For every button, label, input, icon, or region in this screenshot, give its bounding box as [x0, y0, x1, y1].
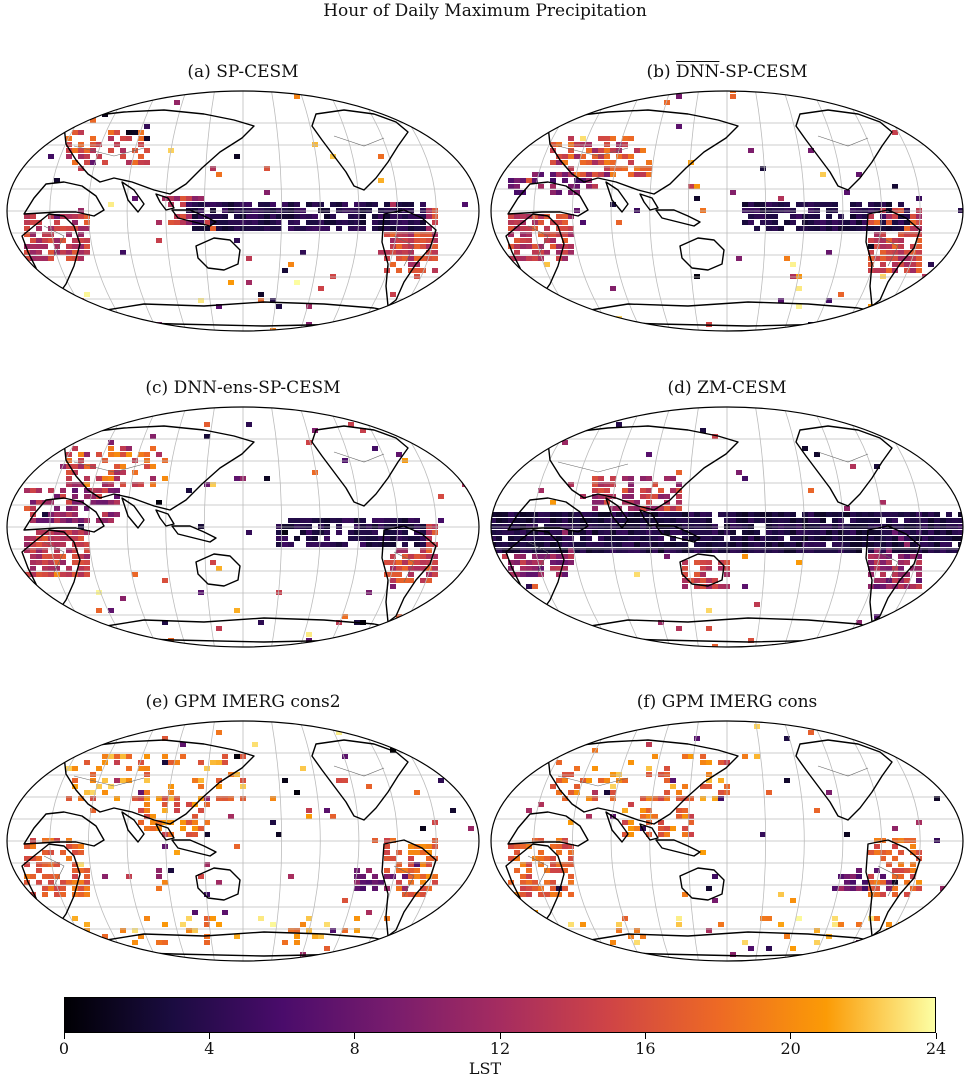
panel-label-d: (d)	[667, 378, 698, 398]
colorbar-tick-label: 20	[780, 1039, 801, 1058]
colorbar-tick-label: 0	[58, 1039, 70, 1058]
robinson-map-b	[490, 90, 964, 332]
colorbar-tick	[499, 1033, 501, 1039]
colorbar-tick	[790, 1033, 792, 1039]
panel-title-e: (e) GPM IMERG cons2	[145, 692, 341, 712]
panel-title-d: (d) ZM-CESM	[667, 378, 787, 398]
robinson-map-e	[6, 720, 480, 962]
figure-title: Hour of Daily Maximum Precipitation	[323, 1, 647, 21]
panel-label-f: (f)	[636, 692, 662, 712]
colorbar	[64, 997, 936, 1033]
colorbar-tick	[63, 1033, 65, 1039]
panel-label-e: (e)	[145, 692, 175, 712]
colorbar-tick	[354, 1033, 356, 1039]
panel-overline-dnn: DNN	[676, 62, 720, 82]
colorbar-tick-label: 16	[635, 1039, 656, 1058]
colorbar-label: LST	[468, 1059, 502, 1078]
colorbar-tick-label: 8	[349, 1039, 360, 1058]
panel-title-f: (f) GPM IMERG cons	[636, 692, 818, 712]
robinson-map-a	[6, 90, 480, 332]
panel-label-c: (c)	[145, 378, 174, 398]
panel-label-a: (a)	[187, 62, 217, 82]
colorbar-tick	[935, 1033, 937, 1039]
panel-label-b: (b)	[646, 62, 677, 82]
panel-title-c: (c) DNN-ens-SP-CESM	[145, 378, 341, 398]
panel-title-a: (a) SP-CESM	[187, 62, 299, 82]
robinson-map-d	[490, 406, 964, 648]
robinson-map-f	[490, 720, 964, 962]
colorbar-tick-label: 12	[489, 1039, 511, 1058]
colorbar-tick-label: 4	[204, 1039, 215, 1058]
colorbar-tick	[208, 1033, 210, 1039]
colorbar-tick-label: 24	[925, 1039, 947, 1058]
colorbar-tick	[644, 1033, 646, 1039]
panel-title-b: (b) DNN-SP-CESM	[646, 62, 808, 82]
robinson-map-c	[6, 406, 480, 648]
